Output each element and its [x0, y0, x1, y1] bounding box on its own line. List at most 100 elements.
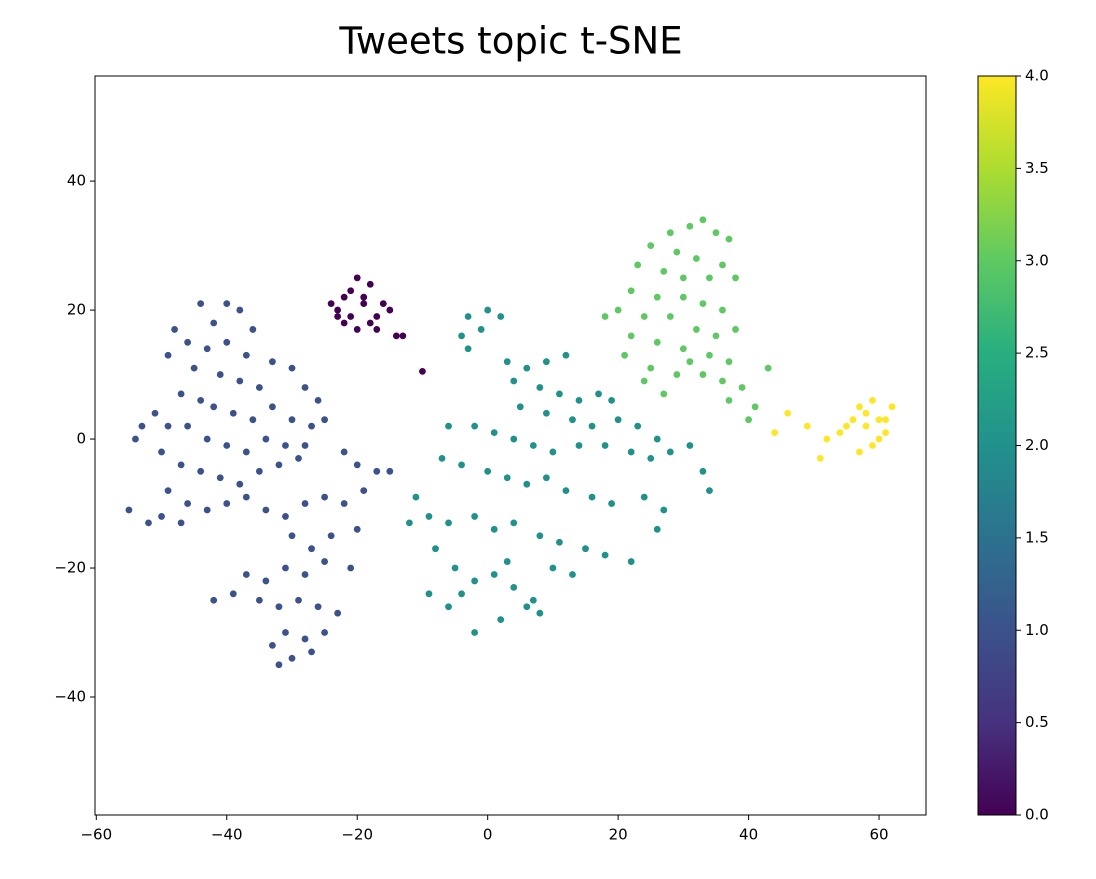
point: [458, 461, 465, 469]
point: [216, 474, 224, 482]
point: [660, 506, 668, 514]
point: [803, 422, 811, 430]
point: [869, 442, 876, 449]
point: [321, 416, 329, 424]
point: [373, 326, 381, 333]
point: [497, 616, 505, 624]
point: [882, 429, 889, 437]
point: [706, 351, 713, 359]
colorbar-tick-label: 1.0: [1025, 621, 1049, 639]
point: [601, 313, 609, 320]
point: [295, 454, 302, 462]
point: [542, 358, 550, 366]
point: [347, 313, 355, 320]
point: [445, 519, 452, 527]
point: [751, 403, 759, 411]
point: [666, 313, 674, 320]
point: [725, 235, 733, 243]
point: [197, 467, 205, 475]
point: [653, 525, 661, 533]
point: [490, 429, 498, 437]
point: [288, 364, 296, 372]
point: [255, 384, 263, 391]
point: [862, 422, 870, 430]
point: [366, 319, 374, 327]
point: [529, 596, 537, 604]
point: [203, 506, 211, 514]
point: [503, 474, 511, 482]
colorbar-tick-label: 0.5: [1025, 713, 1049, 731]
point: [490, 525, 498, 533]
y-tick-label: 40: [67, 172, 86, 190]
point: [301, 635, 309, 643]
point: [184, 422, 192, 430]
point: [353, 525, 361, 533]
point: [451, 564, 459, 572]
point: [301, 571, 309, 578]
point: [314, 396, 322, 404]
point: [882, 416, 889, 424]
point: [647, 364, 655, 372]
point: [340, 448, 348, 456]
point: [706, 487, 713, 495]
point: [223, 500, 231, 507]
point: [262, 506, 270, 514]
point: [275, 461, 283, 469]
point: [764, 364, 772, 372]
point: [601, 551, 609, 559]
point: [601, 442, 609, 449]
point: [223, 442, 231, 449]
point: [771, 429, 779, 437]
point: [523, 364, 531, 372]
point: [712, 229, 720, 237]
point: [510, 377, 518, 385]
point: [308, 422, 315, 430]
point: [288, 654, 296, 662]
point: [216, 371, 224, 378]
point: [595, 390, 602, 398]
point: [379, 300, 387, 308]
point: [282, 442, 289, 449]
point: [301, 442, 309, 449]
point: [875, 435, 883, 443]
colorbar: [978, 76, 1016, 815]
point: [229, 590, 237, 598]
point: [569, 571, 576, 578]
point: [608, 396, 616, 404]
point: [653, 293, 661, 301]
point: [556, 538, 563, 546]
point: [562, 351, 570, 359]
point: [392, 332, 400, 340]
point: [679, 274, 687, 282]
colorbar-tick-label: 4.0: [1025, 67, 1049, 85]
point: [588, 422, 596, 430]
point: [334, 609, 342, 617]
point: [510, 583, 518, 591]
point: [249, 326, 257, 333]
y-tick-label: 0: [76, 430, 86, 448]
point: [464, 313, 472, 320]
point: [399, 332, 407, 340]
point: [366, 280, 374, 288]
point: [295, 596, 302, 604]
point: [321, 558, 329, 565]
point: [725, 396, 733, 404]
point: [627, 287, 635, 295]
point: [497, 313, 505, 320]
point: [164, 351, 172, 359]
x-tick-label: 20: [609, 826, 628, 844]
point: [334, 306, 342, 314]
x-tick-label: −20: [341, 826, 373, 844]
point: [484, 467, 492, 475]
point: [647, 242, 655, 249]
point: [425, 513, 433, 520]
point: [138, 422, 146, 430]
point: [725, 358, 733, 366]
point: [536, 384, 544, 391]
point: [210, 596, 218, 604]
point: [229, 409, 237, 417]
point: [445, 422, 452, 430]
point: [464, 345, 472, 353]
point: [262, 435, 270, 443]
